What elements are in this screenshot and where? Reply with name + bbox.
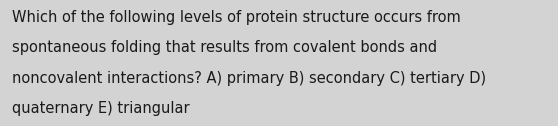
- Text: spontaneous folding that results from covalent bonds and: spontaneous folding that results from co…: [12, 40, 437, 55]
- Text: noncovalent interactions? A) primary B) secondary C) tertiary D): noncovalent interactions? A) primary B) …: [12, 71, 487, 86]
- Text: Which of the following levels of protein structure occurs from: Which of the following levels of protein…: [12, 10, 461, 25]
- Text: quaternary E) triangular: quaternary E) triangular: [12, 101, 190, 116]
